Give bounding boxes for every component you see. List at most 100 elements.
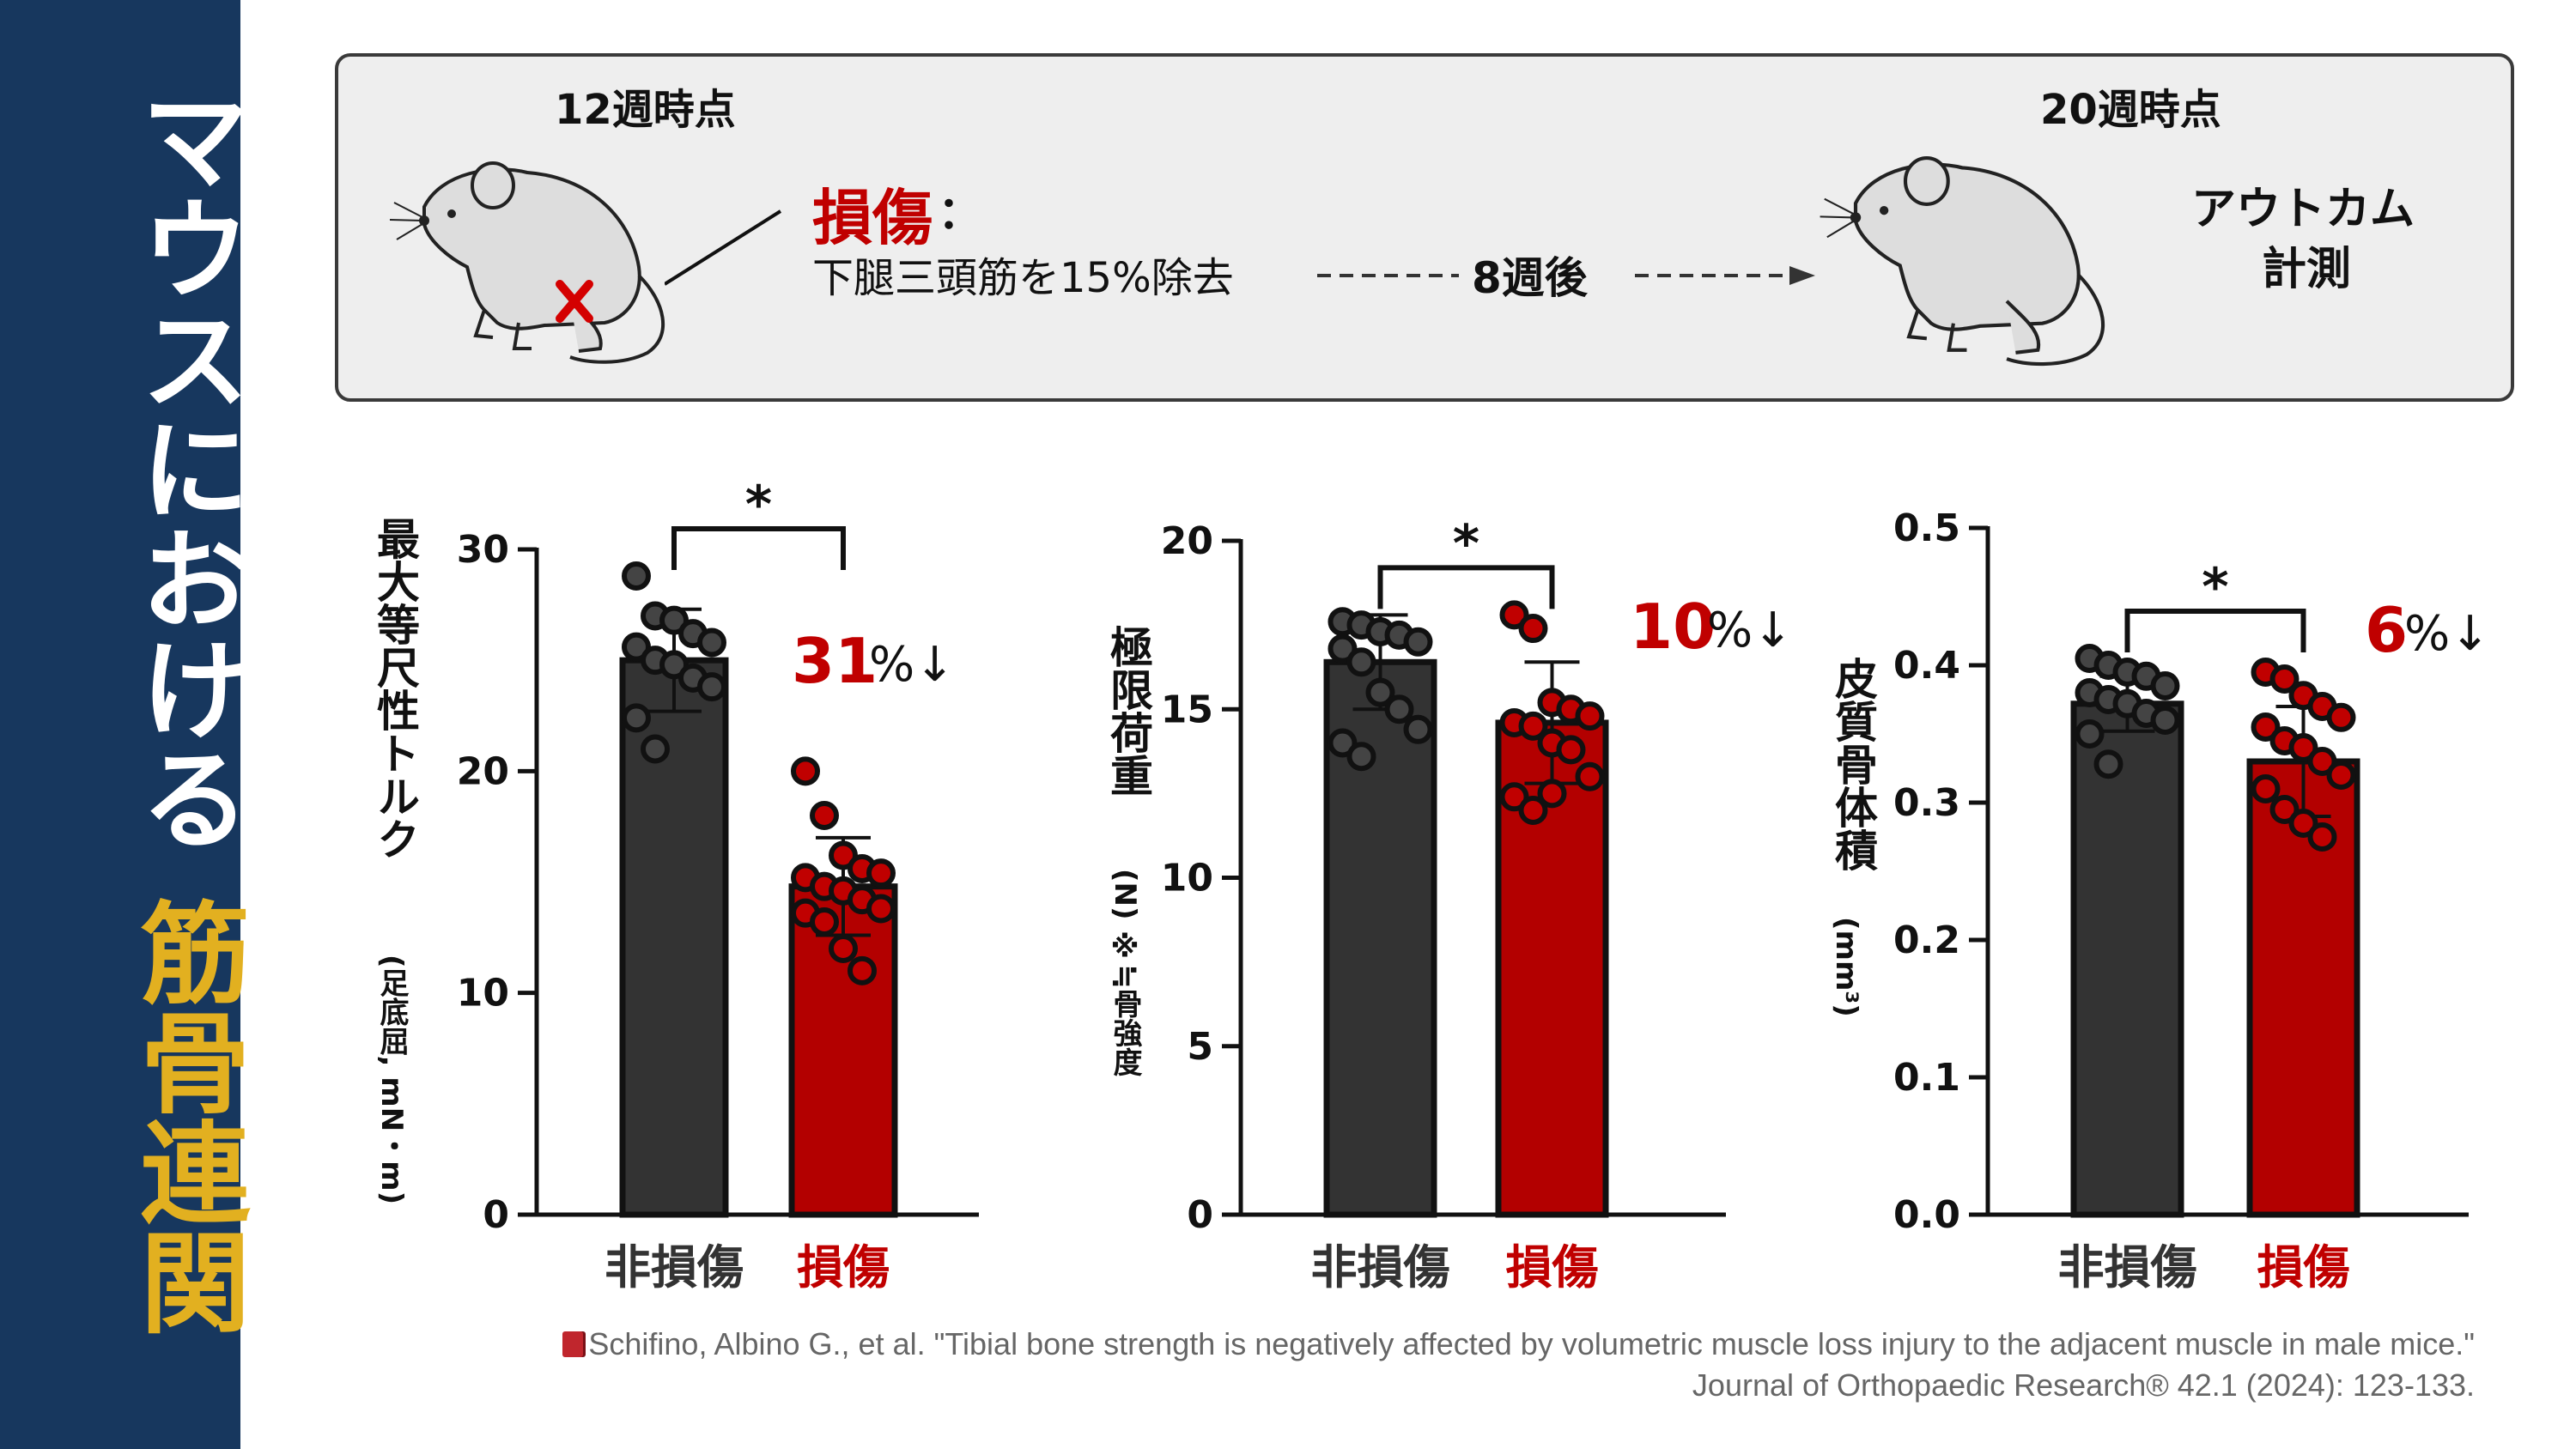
pointer-line (665, 209, 782, 286)
chart2-ylabel-unit: (N) ※≒骨強度 (1108, 869, 1142, 1076)
data-point (622, 703, 651, 733)
data-point (622, 632, 651, 662)
data-point (697, 627, 726, 658)
outcome-line1: アウトカム (2191, 184, 2415, 235)
category-label: 損傷 (2257, 1240, 2350, 1294)
data-point (1518, 796, 1548, 825)
y-tick-label: 0 (1187, 1193, 1213, 1237)
chart2-ylabel: 極限荷重 (1103, 625, 1153, 797)
data-point (1556, 735, 1586, 765)
data-point (2150, 706, 2180, 735)
injury-description: 下腿三頭筋を15%除去 (812, 254, 1234, 302)
data-point (2288, 809, 2318, 838)
significance-bracket (1377, 565, 1555, 609)
data-point (2288, 733, 2318, 762)
injury-word: 損傷 (812, 183, 933, 253)
data-point (1575, 761, 1605, 791)
data-point (2269, 664, 2300, 694)
y-tick-label: 20 (457, 749, 509, 793)
y-tick-label: 15 (1161, 688, 1213, 731)
data-point (1537, 779, 1567, 809)
data-point (2307, 747, 2337, 776)
data-point (848, 955, 877, 985)
data-point (829, 840, 858, 870)
data-point (659, 650, 689, 680)
data-point (1327, 634, 1358, 664)
data-point (1575, 701, 1605, 731)
data-point (829, 934, 858, 963)
category-label: 損傷 (1506, 1240, 1599, 1294)
chart1-change-value: 31 (792, 625, 878, 697)
significance-bracket (2124, 609, 2306, 652)
data-point (1499, 600, 1529, 630)
data-point (641, 734, 670, 764)
data-point (659, 605, 689, 635)
chart-torque: 0 10 20 30 非損傷 損傷 * (457, 475, 979, 1294)
data-point (2150, 671, 2180, 700)
chart1-ylabel-unit: (足底屈, mN・m) (374, 955, 409, 1205)
data-point (791, 756, 820, 786)
sidebar-title-white: マウスにおける (121, 83, 249, 852)
citation-line1: Schifino, Albino G., et al. "Tibial bone… (588, 1326, 2475, 1361)
y-tick-label: 0.1 (1893, 1056, 1960, 1100)
data-point (2251, 774, 2281, 803)
data-point (1346, 742, 1376, 772)
chart3-ylabel-unit: (mm³) (1829, 917, 1863, 1017)
protocol-panel: 12週時点 損傷 ： 下腿三頭筋を15%除去 8週後 20週時点 アウトカム 計… (335, 53, 2514, 402)
dashed-arrow-right (1635, 266, 1815, 285)
chart2-change-suffix: %↓ (1707, 603, 1794, 658)
citation-line2: Journal of Orthopaedic Research® 42.1 (2… (1692, 1367, 2475, 1403)
data-point (1499, 782, 1529, 812)
bar-control (619, 657, 729, 1218)
chart1-change-suffix: %↓ (869, 637, 956, 693)
data-point (1346, 647, 1376, 677)
chart-ultimate-load: 0 5 10 15 20 非損傷 損傷 * (1161, 513, 1726, 1294)
y-tick-label: 10 (1161, 857, 1213, 900)
y-tick-label: 0.5 (1893, 506, 1960, 550)
injury-colon: ： (938, 188, 983, 239)
sidebar-title-gold: 筋骨連関 (121, 896, 249, 1336)
data-point (2326, 761, 2356, 790)
data-point (1403, 627, 1433, 657)
significance-star: * (745, 475, 772, 535)
data-point (810, 907, 839, 937)
data-point (810, 801, 839, 830)
data-point (1384, 694, 1414, 724)
category-label: 非損傷 (605, 1240, 744, 1294)
interval-label: 8週後 (1472, 253, 1588, 303)
significance-bracket (671, 526, 846, 570)
y-tick-label: 0.3 (1893, 781, 1960, 825)
end-timepoint-label: 20週時点 (2040, 86, 2221, 134)
significance-star: * (2202, 557, 2228, 617)
data-point (1365, 677, 1395, 707)
mouse-left-icon (390, 161, 665, 364)
data-point (697, 672, 726, 702)
sidebar: マウスにおける 筋骨連関 (0, 0, 249, 1449)
dashed-line-left (1317, 274, 1459, 277)
data-point (2075, 719, 2105, 749)
chart3-change-value: 6 (2365, 594, 2409, 666)
data-point (1327, 728, 1358, 758)
chart-cortical-volume: 0.0 0.1 0.2 0.3 0.4 0.5 非損傷 損傷 * (1893, 506, 2469, 1294)
book-icon (562, 1331, 584, 1357)
y-tick-label: 0.2 (1893, 919, 1960, 962)
bar-control (2070, 700, 2184, 1218)
data-point (866, 858, 896, 888)
y-tick-label: 0 (483, 1193, 509, 1237)
y-tick-label: 0.0 (1893, 1193, 1960, 1237)
y-tick-label: 0.4 (1893, 644, 1960, 688)
data-point (2251, 712, 2281, 742)
y-tick-label: 30 (457, 528, 509, 572)
y-tick-label: 10 (457, 972, 509, 1016)
chart1-ylabel: 最大等尺性トルク (370, 517, 420, 860)
data-point (2269, 795, 2300, 824)
outcome-line2: 計測 (2262, 244, 2352, 295)
category-label: 非損傷 (1311, 1240, 1450, 1294)
chart2-change-value: 10 (1630, 591, 1716, 663)
data-point (622, 561, 651, 591)
chart3-change-suffix: %↓ (2404, 606, 2491, 662)
data-point (2093, 749, 2123, 779)
chart3-ylabel: 皮質骨体積 (1828, 657, 1878, 871)
data-point (866, 894, 896, 924)
citation: Schifino, Albino G., et al. "Tibial bone… (562, 1324, 2475, 1406)
